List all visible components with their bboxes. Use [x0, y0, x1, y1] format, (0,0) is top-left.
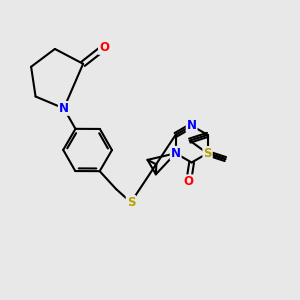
Text: O: O [99, 41, 109, 54]
Text: S: S [203, 147, 212, 160]
Text: O: O [184, 175, 194, 188]
Text: N: N [187, 119, 196, 132]
Text: N: N [171, 147, 181, 160]
Text: S: S [127, 196, 135, 209]
Text: N: N [59, 102, 69, 115]
